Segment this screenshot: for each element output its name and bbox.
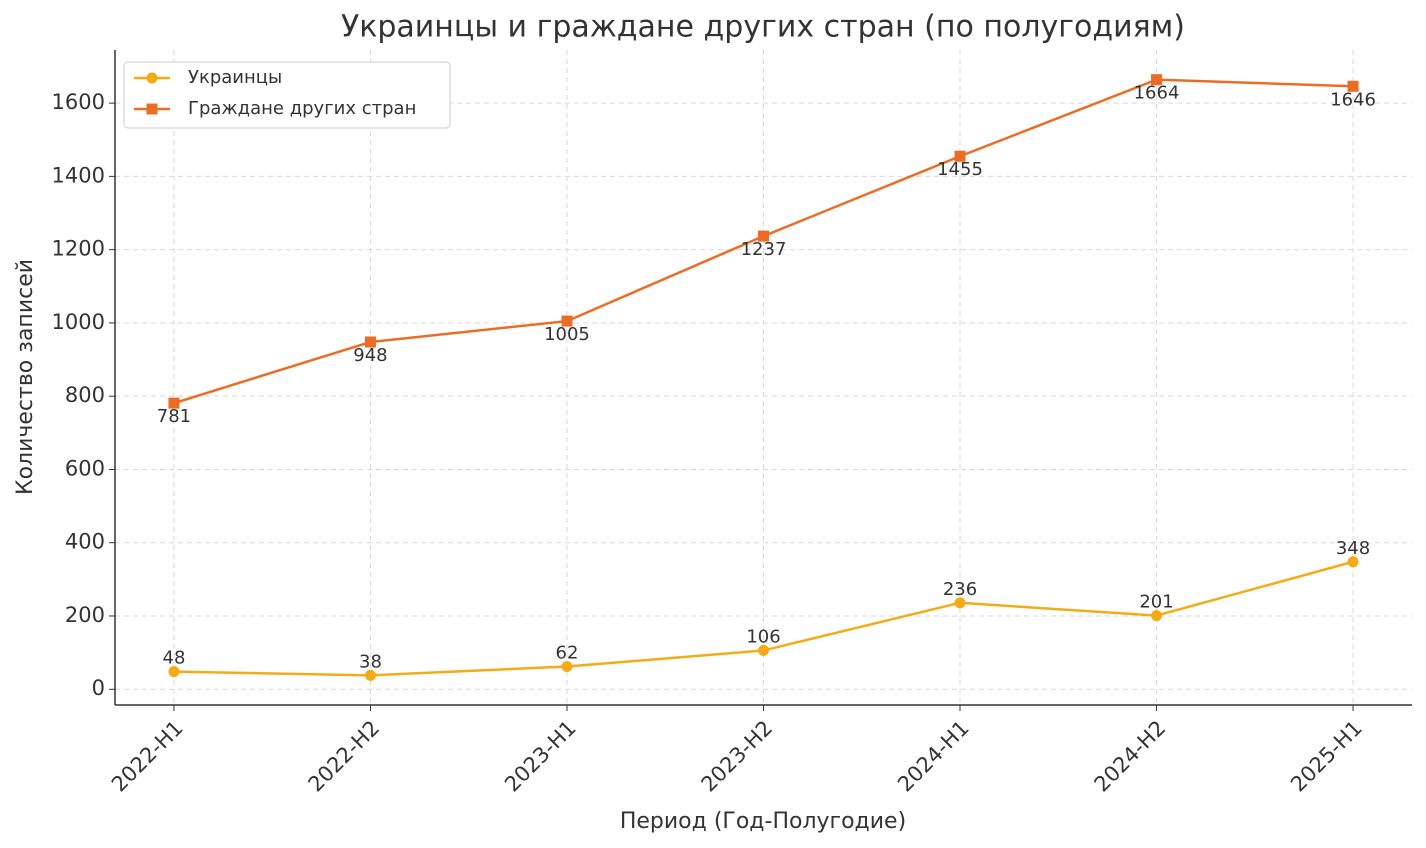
y-tick-label: 1200 — [52, 237, 105, 261]
marker — [561, 661, 573, 673]
data-label: 38 — [359, 651, 382, 672]
marker — [1151, 74, 1163, 86]
y-tick-label: 1000 — [52, 310, 105, 334]
x-tick-label: 2023-H1 — [500, 716, 581, 797]
legend-label: Украинцы — [188, 67, 282, 88]
marker — [954, 597, 966, 609]
x-tick-label: 2022-H2 — [304, 716, 385, 797]
marker — [1347, 556, 1359, 568]
y-tick-label: 400 — [65, 530, 105, 554]
y-tick-label: 600 — [65, 456, 105, 480]
y-tick-label: 800 — [65, 383, 105, 407]
data-label: 1455 — [937, 159, 983, 180]
y-tick-label: 200 — [65, 603, 105, 627]
data-label: 1664 — [1134, 83, 1180, 104]
legend-label: Граждане других стран — [188, 98, 416, 119]
data-label: 1005 — [544, 324, 590, 345]
marker — [146, 72, 158, 84]
marker — [1151, 610, 1163, 622]
x-tick-label: 2025-H1 — [1286, 716, 1367, 797]
y-tick-label: 1600 — [52, 90, 105, 114]
data-label: 62 — [556, 643, 579, 664]
data-label: 201 — [1139, 592, 1173, 613]
marker — [758, 230, 769, 242]
data-label: 48 — [163, 648, 186, 669]
x-tick-label: 2022-H1 — [107, 716, 188, 797]
data-label: 348 — [1336, 538, 1370, 559]
marker — [364, 336, 376, 348]
y-tick-label: 0 — [92, 676, 105, 700]
data-label: 1237 — [741, 239, 787, 260]
chart-title: Украинцы и граждане других стран (по пол… — [341, 10, 1185, 45]
x-tick-label: 2023-H2 — [697, 716, 778, 797]
marker — [364, 669, 376, 681]
data-label: 948 — [353, 345, 387, 366]
x-tick-label: 2024-H1 — [893, 716, 974, 797]
data-label: 106 — [746, 626, 780, 647]
data-label: 1646 — [1330, 89, 1376, 110]
marker — [561, 315, 573, 327]
y-axis-label: Количество записей — [13, 259, 38, 495]
marker — [954, 150, 966, 162]
data-label: 236 — [943, 579, 977, 600]
marker — [758, 644, 769, 656]
x-tick-label: 2024-H2 — [1090, 716, 1171, 797]
marker — [1347, 80, 1359, 92]
y-tick-label: 1400 — [52, 163, 105, 187]
legend: Украинцы Граждане других стран — [123, 61, 451, 129]
data-label: 781 — [157, 406, 191, 427]
legend-box — [123, 61, 451, 129]
marker — [146, 103, 158, 115]
marker — [168, 666, 180, 678]
x-axis-label: Период (Год-Полугодие) — [620, 809, 906, 834]
marker — [168, 397, 180, 409]
